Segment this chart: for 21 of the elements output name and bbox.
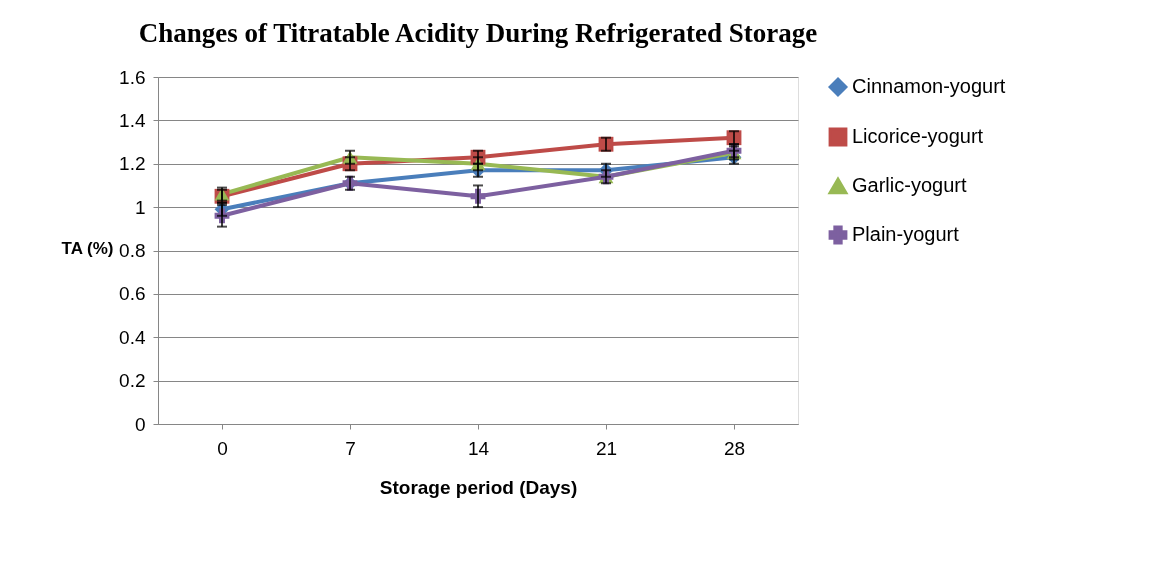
y-tick-label: 0.2 <box>119 370 146 392</box>
x-axis-title: Storage period (Days) <box>379 476 578 498</box>
y-tick-label: 1.2 <box>119 153 146 175</box>
legend-label: Licorice-yogurt <box>852 125 984 147</box>
x-tick-label: 14 <box>467 437 490 459</box>
x-tick-label: 0 <box>217 437 228 459</box>
x-tick-label: 21 <box>595 437 618 459</box>
y-tick-label: 0.6 <box>119 283 146 305</box>
y-tick-label: 1.6 <box>119 66 146 88</box>
y-tick-label: 0.4 <box>119 326 146 348</box>
y-tick-label: 0.8 <box>119 240 146 261</box>
legend-label: Plain-yogurt <box>852 223 960 245</box>
y-tick-label: 0 <box>134 413 146 435</box>
legend-label: Cinnamon-yogurt <box>852 75 1006 97</box>
y-tick-label: 1.4 <box>119 109 146 131</box>
y-tick-label: 1 <box>134 196 146 218</box>
chart-title: Changes of Titratable Acidity During Refrigerated Storage <box>138 18 818 48</box>
x-tick-label: 28 <box>723 437 746 459</box>
x-tick-label: 7 <box>345 437 356 459</box>
y-axis-title: TA (%) <box>61 238 114 258</box>
legend-label: Garlic-yogurt <box>852 174 967 196</box>
